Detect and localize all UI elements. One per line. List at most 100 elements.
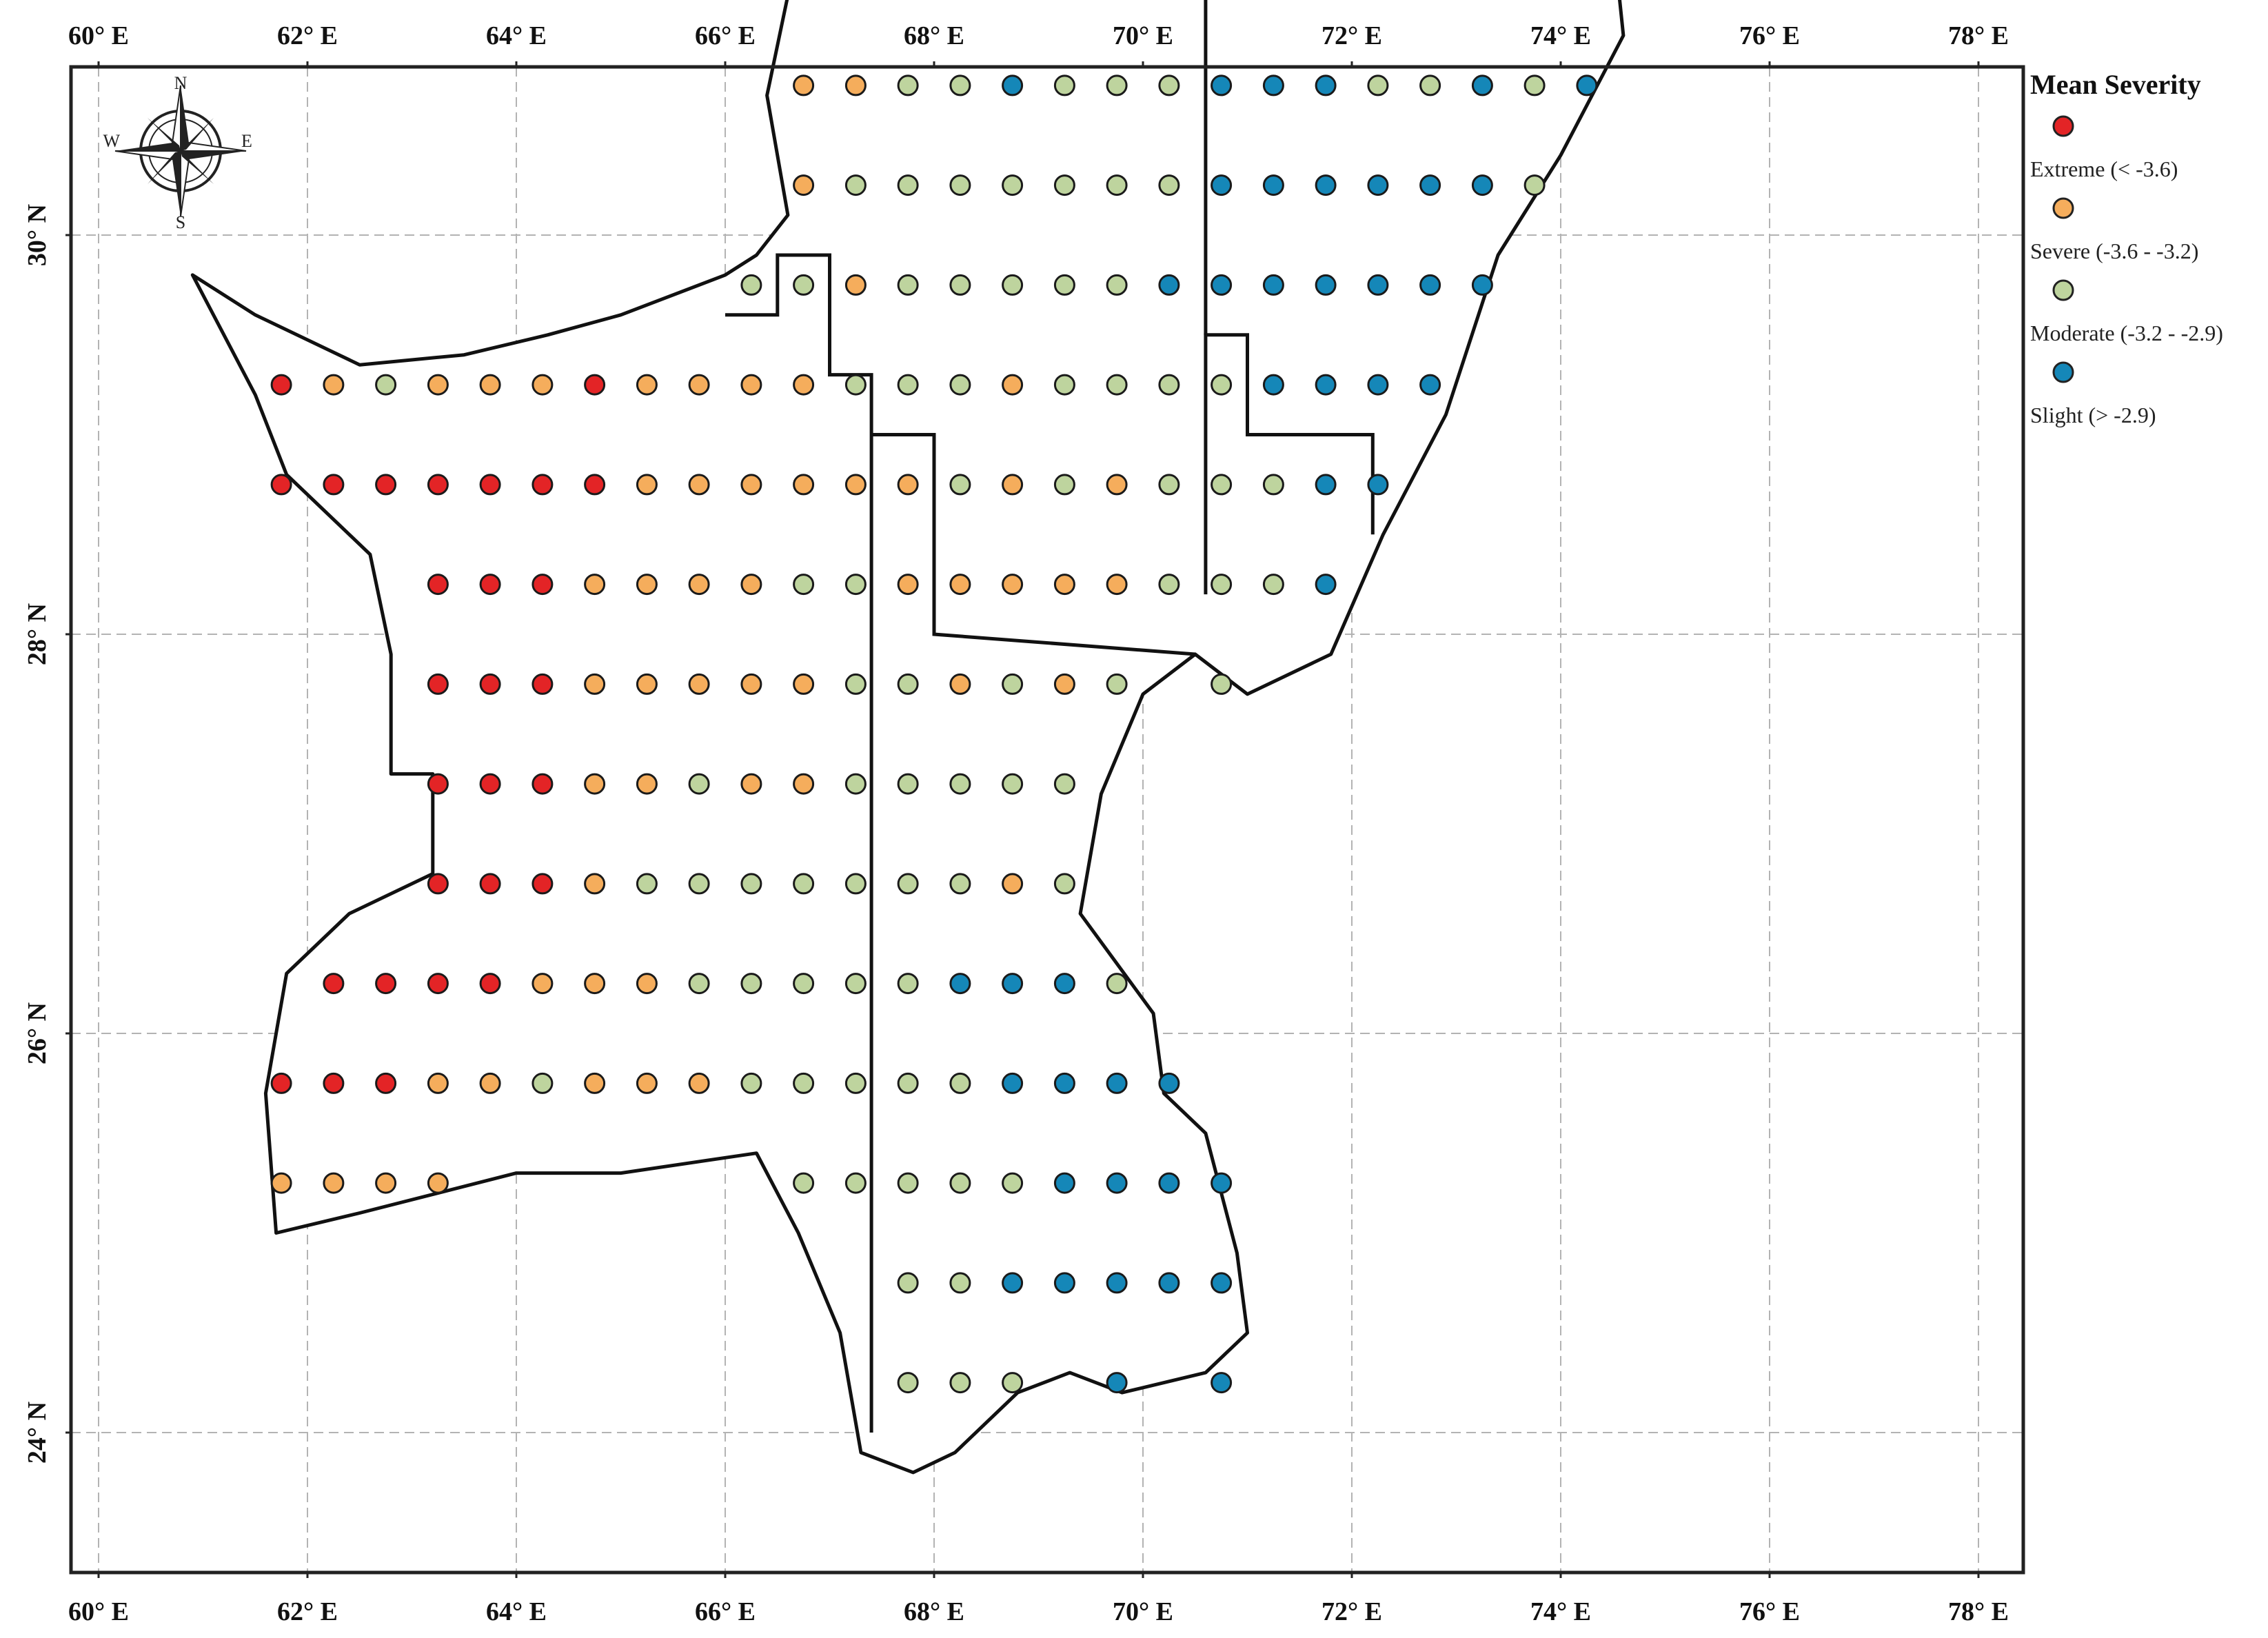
severity-point (1106, 1172, 1128, 1194)
severity-point (1211, 1372, 1233, 1394)
severity-point (949, 474, 971, 496)
x-tick-label-bottom: 64° E (486, 1597, 547, 1626)
severity-point (949, 673, 971, 695)
severity-point (844, 374, 867, 396)
x-tick-label-bottom: 68° E (904, 1597, 964, 1626)
severity-point (1106, 973, 1128, 995)
severity-point (844, 1072, 867, 1094)
severity-point (636, 474, 658, 496)
x-tick-label-bottom: 66° E (695, 1597, 756, 1626)
severity-point (1315, 74, 1337, 97)
compass-north-label: N (174, 73, 188, 93)
severity-point (427, 574, 449, 596)
severity-point (1211, 1272, 1233, 1294)
severity-point (844, 74, 867, 97)
severity-point (427, 374, 449, 396)
severity-point (375, 973, 397, 995)
severity-point (427, 773, 449, 795)
severity-point (844, 474, 867, 496)
severity-point (1106, 1072, 1128, 1094)
severity-point (531, 873, 554, 895)
severity-point (531, 1072, 554, 1094)
severity-point (897, 773, 919, 795)
severity-point (1471, 174, 1493, 196)
severity-point (1002, 374, 1024, 396)
severity-point (949, 274, 971, 296)
severity-point (688, 574, 710, 596)
severity-point (375, 1072, 397, 1094)
severity-point (949, 74, 971, 97)
severity-point (1211, 574, 1233, 596)
severity-point (531, 773, 554, 795)
severity-point (479, 773, 501, 795)
severity-point (897, 1272, 919, 1294)
severity-point (1419, 74, 1441, 97)
severity-point (375, 474, 397, 496)
severity-point (636, 574, 658, 596)
province-border (1204, 333, 1375, 595)
severity-point (1053, 1172, 1075, 1194)
severity-point (844, 174, 867, 196)
severity-point (688, 474, 710, 496)
severity-point (1053, 474, 1075, 496)
map-frame (69, 65, 2025, 1575)
severity-point (1211, 74, 1233, 97)
severity-point (897, 274, 919, 296)
severity-point (1471, 74, 1493, 97)
severity-point (1367, 474, 1389, 496)
severity-point (1262, 374, 1284, 396)
severity-points (270, 74, 1598, 1394)
severity-point (427, 673, 449, 695)
severity-point (427, 474, 449, 496)
severity-point (584, 873, 606, 895)
severity-point (793, 174, 815, 196)
severity-point (740, 1072, 762, 1094)
severity-point (793, 474, 815, 496)
severity-point (323, 474, 345, 496)
severity-point (270, 1172, 292, 1194)
severity-point (1053, 873, 1075, 895)
severity-point (323, 1072, 345, 1094)
severity-point (1419, 174, 1441, 196)
severity-point (1053, 274, 1075, 296)
severity-point (375, 1172, 397, 1194)
severity-point (740, 673, 762, 695)
province-border (871, 433, 1195, 656)
severity-point (1053, 174, 1075, 196)
x-tick-label-top: 70° E (1113, 21, 1173, 50)
severity-point (897, 873, 919, 895)
severity-point (1053, 374, 1075, 396)
severity-point (1158, 1172, 1180, 1194)
x-tick-label-bottom: 62° E (277, 1597, 338, 1626)
x-tick-label-bottom: 74° E (1530, 1597, 1591, 1626)
severity-point (1471, 274, 1493, 296)
severity-point (584, 1072, 606, 1094)
severity-point (793, 74, 815, 97)
severity-point (1002, 274, 1024, 296)
severity-point (1002, 174, 1024, 196)
severity-point (844, 574, 867, 596)
severity-point (740, 973, 762, 995)
severity-point (1158, 74, 1180, 97)
severity-point (1262, 274, 1284, 296)
x-tick-label-top: 60° E (68, 21, 129, 50)
severity-point (688, 673, 710, 695)
severity-point (1523, 174, 1546, 196)
severity-point (1106, 1272, 1128, 1294)
severity-point (375, 374, 397, 396)
y-tick-label: 26° N (23, 1002, 52, 1064)
severity-point (584, 374, 606, 396)
compass-east-label: E (241, 131, 252, 151)
severity-point (793, 274, 815, 296)
severity-point (1211, 474, 1233, 496)
severity-point (1106, 574, 1128, 596)
severity-point (1211, 174, 1233, 196)
severity-point (1262, 574, 1284, 596)
severity-point (844, 1172, 867, 1194)
severity-point (1158, 1072, 1180, 1094)
severity-point (531, 474, 554, 496)
x-tick-label-top: 68° E (904, 21, 964, 50)
severity-point (844, 873, 867, 895)
severity-point (1262, 474, 1284, 496)
y-tick-label: 28° N (23, 603, 52, 665)
